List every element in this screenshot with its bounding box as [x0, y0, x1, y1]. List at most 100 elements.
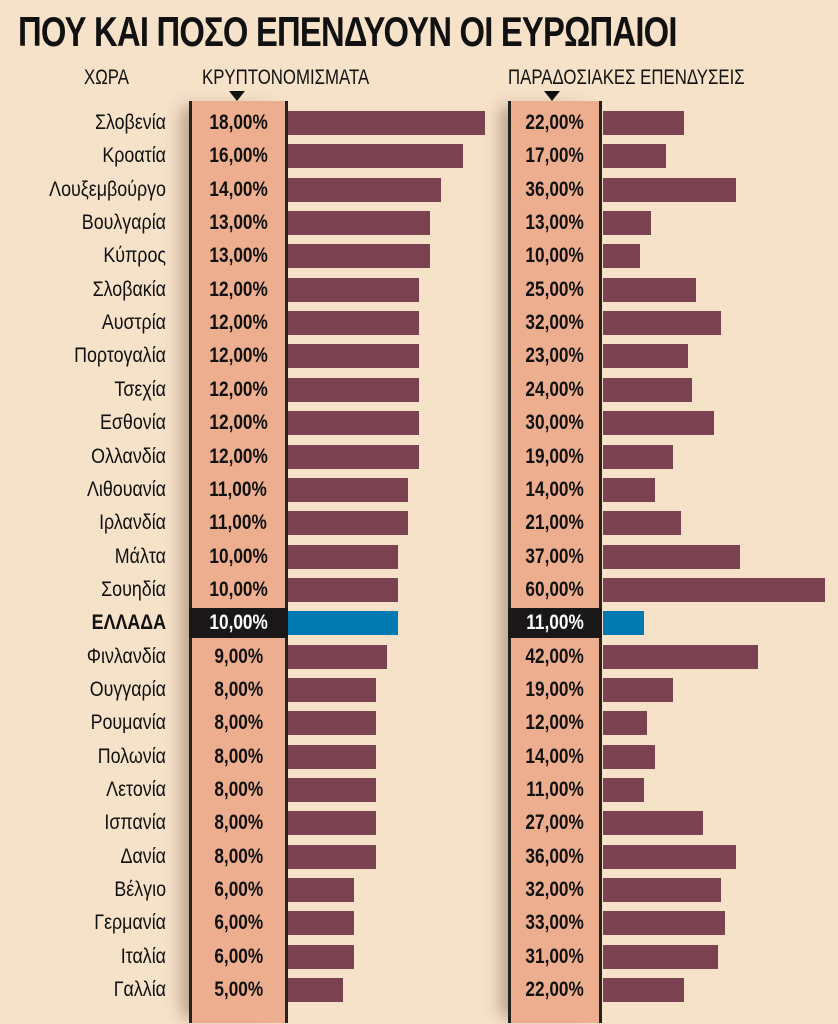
- crypto-value-label: 5,00%: [192, 975, 285, 1005]
- traditional-bar: [603, 344, 689, 369]
- crypto-value-label: 11,00%: [192, 475, 285, 505]
- country-label: Ιταλία: [120, 944, 166, 968]
- crypto-value-text: 16,00%: [209, 144, 268, 168]
- traditional-value-text: 11,00%: [526, 778, 584, 801]
- traditional-bar: [603, 644, 759, 669]
- country-label: Βουλγαρία: [81, 211, 166, 235]
- traditional-value-text: 21,00%: [525, 511, 585, 535]
- traditional-bar: [603, 144, 666, 169]
- crypto-value-column: [189, 101, 288, 1023]
- traditional-value-label: 33,00%: [511, 908, 599, 938]
- crypto-value-text: 8,00%: [214, 844, 263, 868]
- country-label: Ιρλανδία: [99, 511, 166, 535]
- traditional-pointer-icon: [544, 91, 560, 101]
- crypto-bar: [288, 177, 442, 202]
- traditional-value-label: 30,00%: [511, 408, 599, 438]
- traditional-bar: [603, 811, 703, 836]
- crypto-value-label: 12,00%: [192, 341, 285, 371]
- traditional-value-label: 22,00%: [511, 108, 599, 138]
- crypto-value-text: 12,00%: [209, 377, 268, 401]
- traditional-value-label: 21,00%: [511, 508, 599, 538]
- crypto-value-text: 12,00%: [209, 411, 268, 435]
- traditional-value-label: 13,00%: [511, 208, 599, 238]
- traditional-value-text: 14,00%: [525, 744, 585, 768]
- crypto-bar: [288, 111, 486, 135]
- crypto-value-label: 8,00%: [192, 675, 285, 705]
- crypto-bar: [288, 611, 398, 636]
- traditional-value-label: 31,00%: [511, 942, 599, 972]
- crypto-bar: [288, 344, 420, 369]
- crypto-value-text: 8,00%: [214, 778, 263, 801]
- crypto-bar: [288, 911, 354, 936]
- traditional-value-text: 24,00%: [525, 377, 585, 401]
- traditional-value-label: 60,00%: [511, 575, 599, 605]
- crypto-value-label: 12,00%: [192, 442, 285, 472]
- crypto-bar: [288, 878, 354, 903]
- crypto-value-text: 10,00%: [209, 577, 268, 601]
- traditional-bar: [603, 844, 737, 869]
- crypto-value-text: 12,00%: [209, 311, 268, 335]
- country-label: Λουξεμβούργο: [49, 177, 167, 201]
- traditional-value-label: 32,00%: [511, 308, 599, 338]
- crypto-bar: [288, 644, 387, 669]
- crypto-bar: [288, 978, 343, 1003]
- crypto-value-text: 11,00%: [209, 511, 268, 535]
- traditional-value-text: 11,00%: [526, 611, 584, 635]
- crypto-value-label: 6,00%: [192, 908, 285, 938]
- crypto-value-text: 10,00%: [209, 544, 268, 568]
- country-label: Γερμανία: [94, 911, 166, 935]
- crypto-value-label: 9,00%: [192, 642, 285, 672]
- crypto-value-label: 6,00%: [192, 942, 285, 972]
- country-label: Εσθονία: [100, 411, 166, 435]
- country-label: Λιθουανία: [86, 477, 166, 501]
- traditional-value-text: 25,00%: [525, 277, 585, 301]
- traditional-bar: [603, 444, 674, 469]
- traditional-value-text: 30,00%: [525, 411, 585, 435]
- crypto-value-label: 8,00%: [192, 775, 285, 805]
- crypto-bar: [288, 211, 431, 236]
- traditional-value-label: 22,00%: [511, 975, 599, 1005]
- traditional-value-text: 19,00%: [525, 677, 585, 701]
- country-label: Σλοβακία: [92, 277, 166, 301]
- traditional-value-text: 31,00%: [525, 944, 585, 968]
- country-label: Λετονία: [106, 778, 166, 801]
- crypto-value-text: 13,00%: [209, 244, 268, 268]
- traditional-value-label: 42,00%: [511, 642, 599, 672]
- crypto-bar: [288, 778, 376, 802]
- traditional-bar: [603, 544, 740, 569]
- country-label: Γαλλία: [113, 978, 166, 1002]
- traditional-value-text: 60,00%: [525, 577, 585, 601]
- traditional-bar: [603, 477, 655, 502]
- traditional-bar: [603, 778, 644, 802]
- crypto-bar: [288, 444, 420, 469]
- country-label: Ισπανία: [104, 811, 166, 835]
- country-label: Κύπρος: [103, 244, 166, 268]
- crypto-value-label: 12,00%: [192, 275, 285, 305]
- crypto-bar: [288, 844, 376, 869]
- traditional-value-label: 32,00%: [511, 875, 599, 905]
- crypto-bar: [288, 511, 409, 536]
- country-label: Κροατία: [102, 144, 166, 168]
- crypto-value-label: 14,00%: [192, 175, 285, 205]
- crypto-bar: [288, 544, 398, 569]
- crypto-value-label: 11,00%: [192, 508, 285, 538]
- country-label: Σουηδία: [101, 577, 166, 601]
- traditional-value-text: 32,00%: [525, 878, 585, 902]
- traditional-value-label: 17,00%: [511, 141, 599, 171]
- crypto-value-text: 8,00%: [214, 744, 263, 768]
- crypto-value-text: 14,00%: [209, 177, 268, 201]
- chart-title: ΠΟΥ ΚΑΙ ΠΟΣΟ ΕΠΕΝΔΥΟΥΝ ΟΙ ΕΥΡΩΠΑΙΟΙ: [18, 8, 677, 55]
- traditional-bar: [603, 911, 726, 936]
- crypto-value-text: 8,00%: [214, 677, 263, 701]
- traditional-value-label: 12,00%: [511, 708, 599, 738]
- traditional-bar: [603, 711, 648, 736]
- traditional-bar: [603, 878, 722, 903]
- traditional-bar: [603, 411, 714, 436]
- traditional-value-text: 23,00%: [525, 344, 585, 368]
- country-column-header: ΧΩΡΑ: [84, 66, 129, 89]
- traditional-value-label: 37,00%: [511, 542, 599, 572]
- traditional-bar: [603, 577, 825, 602]
- country-label: Ρουμανία: [90, 711, 166, 735]
- crypto-bar: [288, 477, 409, 502]
- traditional-bar: [603, 277, 696, 302]
